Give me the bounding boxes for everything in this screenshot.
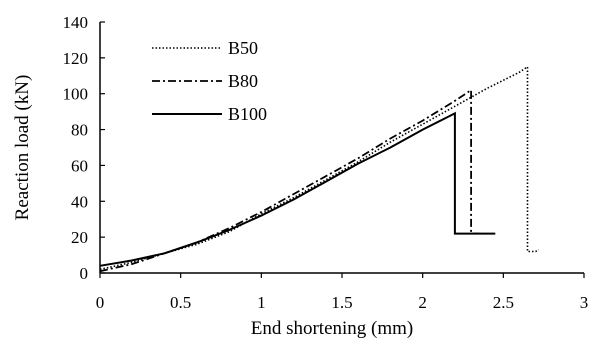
x-tick-label: 1 [257,293,266,312]
x-tick-label: 1.5 [331,293,352,312]
x-tick-label: 3 [580,293,589,312]
legend-label-b100: B100 [228,104,267,124]
x-tick-label: 2.5 [493,293,514,312]
y-tick-label: 100 [63,85,89,104]
series-line-b100 [99,111,496,267]
y-tick-label: 0 [80,264,89,283]
y-tick-label: 60 [71,156,88,175]
y-tick-label: 20 [71,228,88,247]
series-line-b80 [99,88,480,273]
tick-labels: 0 20 40 60 80 100 120 140 0 0.5 1 1.5 2 2.5 3 [63,13,589,312]
axes [99,21,585,278]
y-tick-label: 140 [63,13,89,32]
y-axis-title: Reaction load (kN) [12,75,33,221]
y-tick-label: 40 [71,192,88,211]
legend-label-b50: B50 [228,38,258,58]
x-tick-label: 2 [418,293,427,312]
series-layer [99,65,540,273]
series-line-b50 [99,65,540,271]
y-tick-label: 120 [63,49,89,68]
x-axis-title: End shortening (mm) [251,318,414,338]
legend-label-b80: B80 [228,71,258,91]
x-tick-label: 0 [96,293,105,312]
y-tick-label: 80 [71,121,88,140]
legend: B50 B80 B100 [152,38,267,124]
x-tick-label: 0.5 [170,293,191,312]
